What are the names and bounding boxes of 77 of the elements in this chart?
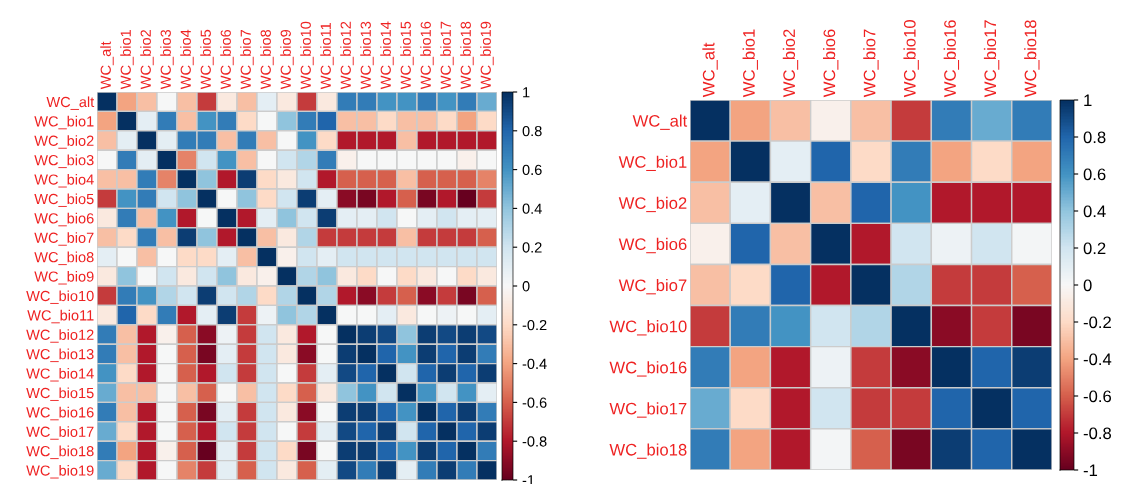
color-bar-label: -0.4 [522,358,547,370]
y-tick-label: WC_bio14 [26,368,94,382]
y-tick-label: WC_alt [46,96,95,110]
x-tick-label: WC_bio9 [280,29,294,90]
x-tick-label: WC_bio2 [782,29,799,98]
y-tick-label: WC_bio10 [609,320,687,336]
x-tick-label: WC_bio3 [160,29,174,90]
y-tick-label: WC_bio17 [26,426,94,440]
x-tick-label: WC_bio1 [742,29,758,98]
y-tick-label: WC_bio17 [609,402,687,418]
y-tick-label: WC_bio6 [34,212,94,227]
color-bar-label: 0.2 [522,242,542,253]
y-tick-label: WC_bio1 [34,115,94,130]
y-tick-label: WC_bio6 [618,237,687,254]
color-bar-label: -0.2 [1083,316,1111,329]
x-tick-label: WC_bio11 [320,22,334,90]
color-bar-label: 1 [523,87,530,98]
x-tick-label: WC_bio4 [180,29,194,90]
color-bar-label: 0.8 [1083,131,1106,144]
color-bar-label: 0.8 [522,125,542,137]
y-tick-label: WC_bio18 [609,443,687,459]
x-tick-label: WC_bio6 [823,29,839,98]
y-tick-label: WC_bio16 [26,406,94,421]
y-tick-label: WC_bio11 [27,309,94,324]
x-tick-label: WC_bio8 [260,29,274,90]
x-tick-label: WC_bio10 [903,20,919,98]
x-tick-label: WC_bio1 [120,29,134,90]
y-tick-label: WC_bio19 [26,465,94,479]
color-bar-label: 0.4 [522,203,542,214]
x-tick-label: WC_bio6 [220,29,234,90]
color-bar-label: -0.2 [522,319,547,331]
x-tick-label: WC_bio18 [460,21,474,90]
color-bar-label: -0.8 [1083,427,1112,440]
x-tick-label: WC_bio2 [140,29,154,90]
color-bar-label: 0.6 [522,164,542,176]
y-tick-label: WC_bio13 [26,348,94,363]
y-tick-label: WC_bio1 [618,155,687,172]
x-tick-label: WC_bio16 [943,20,960,98]
x-tick-label: WC_bio10 [300,21,314,90]
y-tick-label: WC_bio8 [34,251,94,266]
y-tick-label: WC_bio3 [34,154,94,169]
y-tick-label: WC_bio12 [26,329,94,343]
y-tick-label: WC_bio5 [34,193,94,207]
x-tick-label: WC_bio17 [983,20,1000,98]
color-bar-label: -0.6 [1083,390,1112,403]
x-tick-label: WC_bio13 [360,21,374,90]
y-tick-label: WC_bio15 [26,387,94,401]
x-tick-label: WC_bio7 [240,29,254,90]
color-bar-label: 1 [1084,94,1092,107]
color-bar-label: 0 [522,281,530,292]
x-tick-label: WC_bio12 [340,21,354,90]
y-tick-label: WC_bio7 [34,232,94,246]
y-tick-label: WC_bio18 [26,445,94,460]
x-tick-label: WC_bio16 [420,21,434,90]
color-bar-label: -0.6 [522,397,547,408]
y-tick-label: WC_bio4 [34,174,94,188]
y-tick-label: WC_bio2 [34,135,94,149]
color-bar-label: -0.8 [522,436,547,447]
x-tick-label: WC_bio14 [380,21,394,90]
x-tick-label: WC_bio17 [440,21,454,90]
y-tick-label: WC_alt [632,114,688,130]
color-bar-label: -0.4 [1083,353,1112,366]
color-bar-label: 0.2 [1083,242,1106,255]
color-bar-label: 0.6 [1083,168,1106,181]
x-tick-label: WC_bio18 [1024,20,1040,98]
x-tick-label: WC_bio19 [480,21,494,90]
x-tick-label: WC_bio7 [863,29,879,98]
x-tick-label: WC_bio5 [200,29,214,90]
y-tick-label: WC_bio16 [609,361,687,377]
color-bar-label: 0.4 [1083,205,1106,218]
y-tick-label: WC_bio10 [26,290,94,304]
x-tick-label: WC_bio15 [400,21,414,90]
y-tick-label: WC_bio7 [618,278,687,295]
color-bar-label: 0 [1083,279,1092,292]
y-tick-label: WC_bio9 [34,271,94,285]
color-bar-label: -1 [1083,464,1098,477]
y-tick-label: WC_bio2 [618,196,687,213]
